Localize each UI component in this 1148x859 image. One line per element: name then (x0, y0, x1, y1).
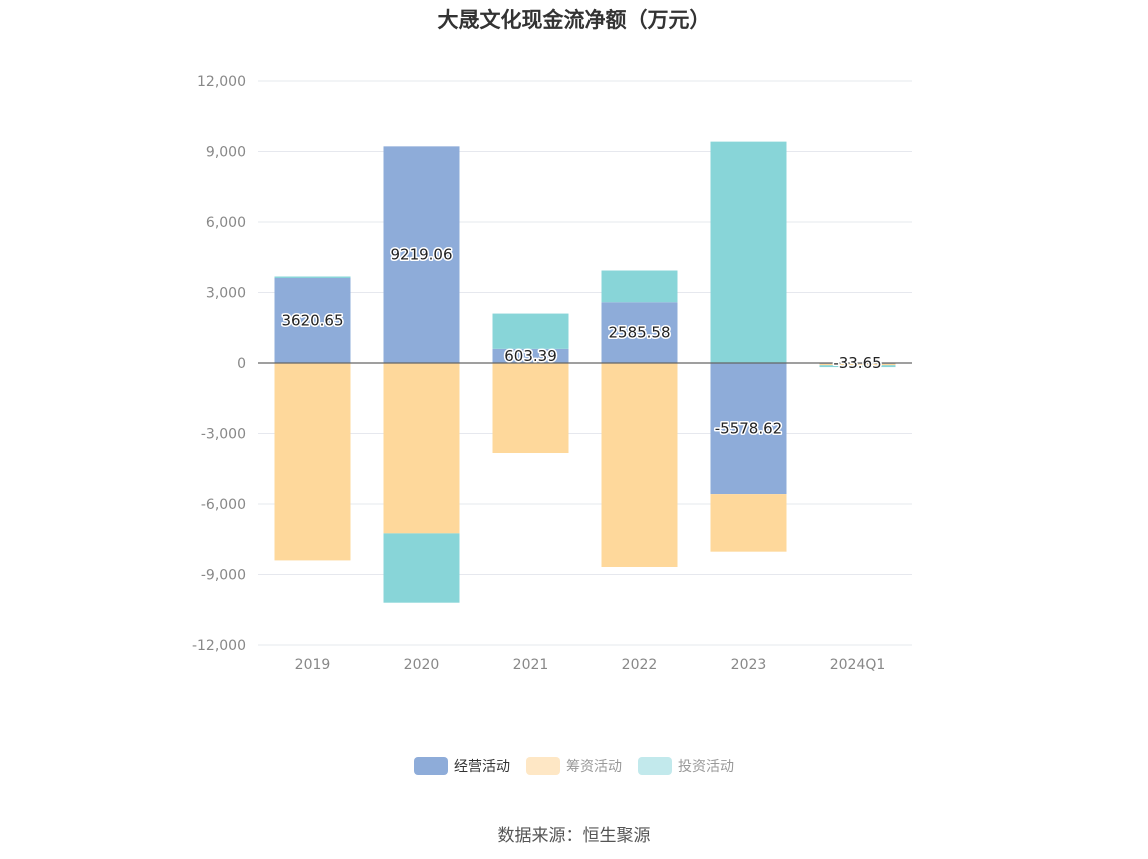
bar-investing-2023[interactable] (710, 141, 787, 363)
y-tick-label: -12,000 (192, 638, 246, 654)
y-tick-label: -3,000 (201, 427, 246, 443)
cash-flow-chart: 12,000 9,000 6,000 3,000 0 -3,000 -6,000 -9,000… (192, 74, 912, 673)
x-tick-label: 2021 (513, 657, 549, 673)
legend-label-investing: 投资活动 (678, 759, 734, 775)
x-tick-label: 2023 (731, 657, 767, 673)
chart-title: 大晟文化现金流净额（万元） (437, 8, 711, 32)
bar-financing-2022[interactable] (601, 363, 678, 567)
bar-operating-2024Q1[interactable] (819, 363, 896, 365)
legend-swatch-investing (638, 757, 672, 775)
x-tick-label: 2019 (295, 657, 331, 673)
legend-item-operating[interactable]: 经营活动 (414, 756, 510, 776)
legend: 经营活动 筹资活动 投资活动 (0, 756, 1148, 776)
legend-swatch-operating (414, 757, 448, 775)
legend-label-financing: 筹资活动 (566, 759, 622, 775)
bar-investing-2022[interactable] (601, 270, 678, 303)
data-label-operating-2024Q1: -33.65 (833, 354, 881, 372)
y-tick-label: -6,000 (201, 497, 246, 513)
data-label-operating-2020: 9219.06 (390, 246, 452, 264)
bar-investing-2020[interactable] (383, 533, 460, 603)
y-tick-label: 0 (237, 356, 246, 372)
x-tick-label: 2022 (622, 657, 658, 673)
bar-investing-2019[interactable] (274, 276, 351, 279)
y-tick-label: -9,000 (201, 568, 246, 584)
legend-item-financing[interactable]: 筹资活动 (526, 756, 622, 776)
legend-swatch-financing (526, 757, 560, 775)
y-tick-label: 9,000 (206, 145, 246, 161)
x-tick-label: 2024Q1 (830, 657, 886, 673)
data-label-layer: 3620.65 9219.06 603.39 2585.58 -5578.62 -33.6… (280, 244, 883, 439)
bar-investing-2021[interactable] (492, 313, 569, 349)
bar-operating-2022[interactable] (601, 302, 678, 363)
data-label-operating-2022: 2585.58 (608, 324, 670, 342)
bar-financing-2023[interactable] (710, 494, 787, 552)
x-axis-ticks: 2019 2020 2021 2022 2023 2024Q1 (295, 657, 886, 673)
bar-financing-2020[interactable] (383, 363, 460, 534)
bar-financing-2021[interactable] (492, 363, 569, 454)
bar-layer (274, 141, 896, 603)
y-axis-ticks: 12,000 9,000 6,000 3,000 0 -3,000 -6,000 -9,000… (192, 74, 246, 654)
data-label-operating-2023: -5578.62 (715, 420, 782, 438)
y-tick-label: 6,000 (206, 215, 246, 231)
grid-layer (258, 80, 912, 646)
y-tick-label: 12,000 (197, 74, 246, 90)
bar-operating-2021[interactable] (492, 348, 569, 363)
bar-operating-2020[interactable] (383, 146, 460, 363)
data-label-operating-2021: 603.39 (504, 347, 557, 365)
data-label-operating-2019: 3620.65 (281, 311, 343, 329)
y-tick-label: 3,000 (206, 286, 246, 302)
bar-investing-2024Q1[interactable] (819, 365, 896, 368)
bar-operating-2019[interactable] (274, 277, 351, 363)
bar-operating-2023[interactable] (710, 363, 787, 495)
legend-item-investing[interactable]: 投资活动 (638, 756, 734, 776)
x-tick-label: 2020 (404, 657, 440, 673)
legend-label-operating: 经营活动 (454, 759, 510, 775)
bar-financing-2024Q1[interactable] (819, 363, 896, 366)
data-source: 数据来源：恒生聚源 (497, 826, 651, 846)
bar-financing-2019[interactable] (274, 363, 351, 561)
